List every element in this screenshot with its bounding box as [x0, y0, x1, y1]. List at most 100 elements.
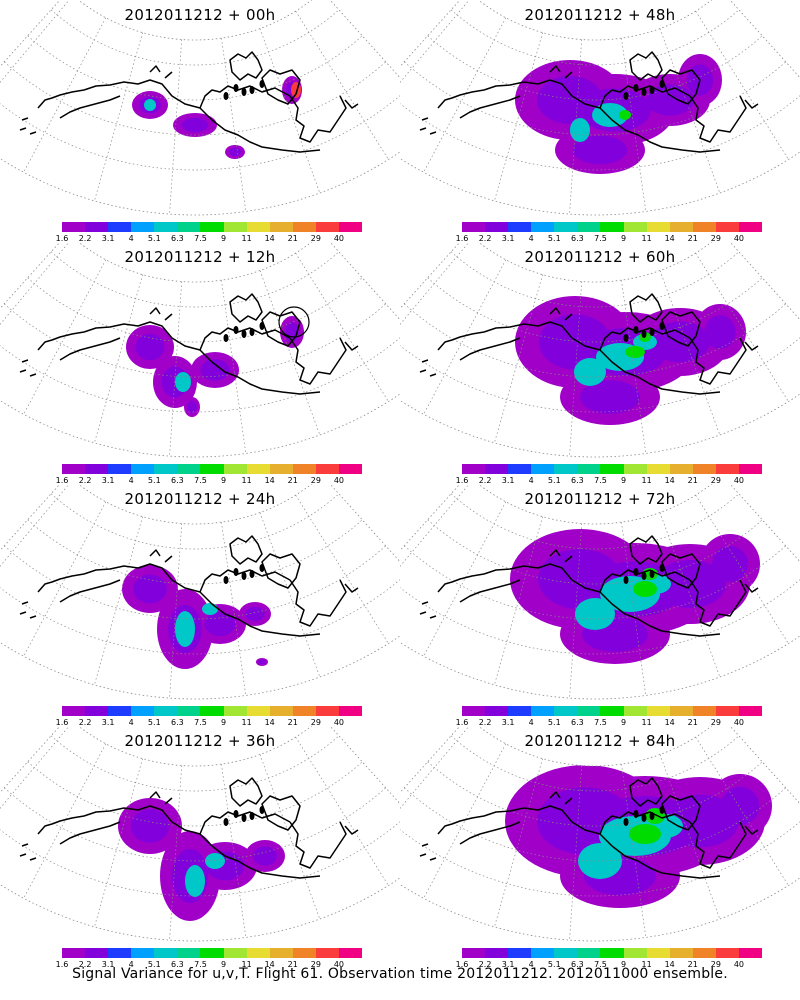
map-boundary: [0, 484, 400, 700]
map-boundary: [0, 726, 400, 942]
map-panel-p48: 2012011212 + 48h 1.6 2.2 3.1 4 5.1 6.3 7.5 9 11 14…: [400, 0, 800, 245]
island: [659, 80, 665, 88]
colorbar-tick-label: 21: [687, 718, 698, 727]
colorbar: [62, 222, 363, 232]
meridian-line: [259, 270, 321, 436]
colorbar-swatch: [600, 464, 624, 474]
colorbar-swatch: [292, 222, 316, 232]
colorbar-swatch: [223, 948, 247, 958]
meridian-line: [423, 501, 507, 657]
spread-region-mid: [580, 380, 640, 414]
spread-region-high: [574, 358, 606, 386]
panel-title: 2012011212 + 24h: [124, 490, 276, 508]
island: [641, 572, 647, 580]
colorbar-tick-label: 21: [687, 234, 698, 243]
meridian-line: [169, 39, 183, 215]
colorbar-swatch: [246, 464, 270, 474]
meridian-line: [23, 743, 107, 899]
spread-map-p24: [0, 484, 400, 700]
meridian-line: [23, 17, 107, 173]
colorbar: [462, 706, 763, 716]
colorbar-tick-label: 40: [333, 960, 345, 969]
colorbar-tick-label: 11: [241, 960, 252, 969]
meridian-line: [169, 765, 183, 941]
colorbar-swatch: [108, 222, 132, 232]
meridian-line: [494, 516, 543, 685]
colorbar-legend: 1.6 2.2 3.1 4 5.1 6.3 7.5 9 11 14 21 29 40: [56, 948, 363, 978]
meridian-line: [295, 10, 389, 160]
coastline: [419, 293, 759, 395]
meridian-line: [94, 758, 143, 927]
latitude-line: [27, 519, 363, 585]
colorbar-swatch: [462, 706, 486, 716]
island: [623, 334, 629, 342]
colorbar-tick-label: 3.1: [501, 476, 515, 485]
coastline: [419, 777, 759, 879]
coastline-segment: [689, 337, 747, 385]
colorbar-tick-label: 29: [710, 476, 721, 485]
coastline-segment: [149, 549, 173, 563]
panel-title: 2012011212 + 48h: [524, 6, 676, 24]
colorbar-tick-label: 4: [128, 960, 134, 969]
coastline-segment: [289, 579, 347, 627]
meridian-line: [569, 281, 583, 457]
colorbar-swatch: [177, 706, 201, 716]
colorbar-tick-label: 1.6: [55, 960, 69, 969]
colorbar-tick-label: 11: [641, 960, 652, 969]
colorbar-swatch: [646, 706, 670, 716]
colorbar-tick-label: 2.2: [78, 960, 92, 969]
colorbar-tick-label: 7.5: [194, 960, 207, 969]
coastline-segment: [437, 563, 721, 637]
colorbar-tick-label: 7.5: [594, 476, 607, 485]
coastline-segment: [199, 327, 291, 351]
spread-map-p00: [0, 0, 400, 216]
coastline-segment: [344, 99, 359, 109]
colorbar-swatch: [223, 706, 247, 716]
latitude-line: [50, 251, 340, 308]
spread-region-high: [175, 611, 195, 647]
spread-region-mid: [204, 612, 236, 636]
spread-region-peak: [633, 581, 657, 597]
colorbar-swatch: [177, 222, 201, 232]
island: [649, 328, 655, 336]
spread-map-p36: [0, 726, 400, 942]
colorbar-swatch: [108, 706, 132, 716]
colorbar-swatch: [554, 222, 578, 232]
meridian-line: [221, 38, 247, 212]
meridian-line: [695, 494, 789, 644]
meridian-line: [169, 281, 183, 457]
colorbar-swatch: [738, 706, 763, 716]
colorbar-tick-label: 9: [620, 476, 627, 485]
coastline-segment: [344, 341, 359, 351]
meridian-line: [423, 259, 507, 415]
coastline-segment: [629, 293, 663, 323]
map-boundary: [400, 726, 800, 942]
coastline-segment: [59, 821, 121, 845]
meridian-line: [94, 32, 143, 201]
colorbar-legend: 1.6 2.2 3.1 4 5.1 6.3 7.5 9 11 14 21 29 40: [56, 706, 363, 736]
colorbar-swatch: [315, 706, 339, 716]
colorbar-tick-label: 29: [310, 234, 321, 243]
colorbar-swatch: [462, 948, 486, 958]
coastline-segment: [744, 99, 759, 109]
spread-map-p12: [0, 242, 400, 458]
colorbar-tick-label: 5.1: [547, 718, 561, 727]
map-panel-p72: 2012011212 + 72h 1.6 2.2 3.1 4 5.1 6.3 7.5 9 11 14…: [400, 484, 800, 729]
colorbar-swatch: [177, 464, 201, 474]
colorbar-swatch: [62, 222, 86, 232]
colorbar-tick-label: 40: [733, 960, 745, 969]
colorbar: [62, 706, 363, 716]
colorbar-tick-label: 2.2: [478, 234, 492, 243]
colorbar-swatch: [154, 948, 178, 958]
coastline-segment: [744, 583, 759, 593]
colorbar-swatch: [738, 464, 763, 474]
colorbar-tick-label: 11: [241, 718, 252, 727]
spread-region-mid: [135, 333, 165, 361]
latitude-line: [427, 519, 763, 585]
colorbar-tick-label: 3.1: [501, 960, 515, 969]
colorbar-tick-label: 4: [128, 476, 134, 485]
colorbar-tick-label: 5.1: [147, 234, 161, 243]
coastline-segment: [149, 791, 173, 805]
spread-region-peak: [625, 346, 645, 358]
colorbar-swatch: [462, 464, 486, 474]
